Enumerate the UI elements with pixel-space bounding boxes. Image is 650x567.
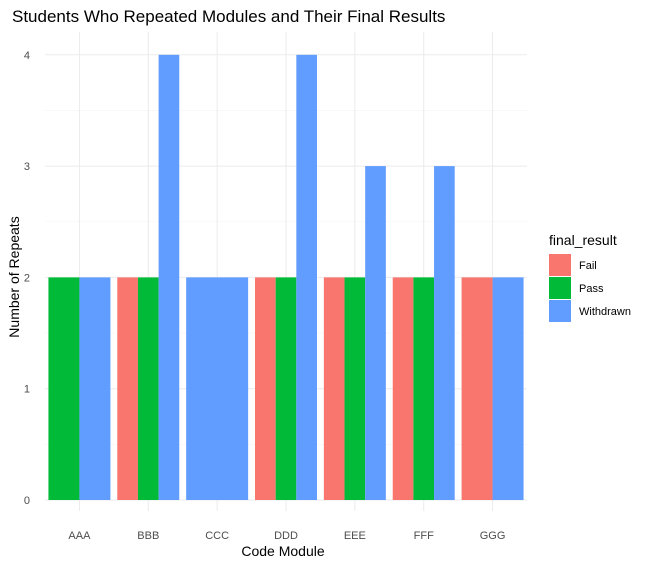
bar-FFF-pass	[413, 277, 435, 500]
bar-FFF-withdrawn	[434, 166, 455, 500]
bar-DDD-withdrawn	[296, 54, 317, 501]
bar-BBB-pass	[137, 277, 159, 500]
legend-items: Fail Pass Withdrawn	[549, 254, 631, 322]
bar-EEE-withdrawn	[365, 166, 386, 500]
bar-GGG-fail	[461, 277, 493, 500]
bar-EEE-fail	[323, 277, 345, 500]
legend: final_result Fail Pass Withdrawn	[549, 232, 631, 322]
legend-label-withdrawn: Withdrawn	[579, 306, 631, 318]
bars	[48, 54, 524, 501]
y-tick-label: 1	[24, 384, 30, 396]
x-axis-title: Code Module	[241, 543, 324, 559]
legend-label-fail: Fail	[579, 260, 597, 272]
y-tick-label: 3	[24, 161, 30, 173]
x-tick-label: FFF	[414, 530, 434, 542]
bar-BBB-fail	[117, 277, 138, 500]
bar-FFF-fail	[392, 277, 414, 500]
bar-DDD-pass	[275, 277, 297, 500]
x-tick-label: DDD	[274, 530, 298, 542]
y-tick-label: 2	[24, 272, 30, 284]
legend-label-pass: Pass	[579, 283, 604, 295]
bar-BBB-withdrawn	[158, 54, 180, 501]
x-tick-label: BBB	[137, 530, 159, 542]
y-tick-label: 4	[24, 50, 30, 62]
y-axis-title: Number of Repeats	[6, 216, 22, 337]
legend-key-withdrawn	[549, 300, 571, 322]
bar-AAA-pass	[48, 277, 80, 500]
x-tick-label: EEE	[344, 530, 366, 542]
bar-CCC-withdrawn	[186, 277, 249, 500]
x-tick-label: CCC	[205, 530, 229, 542]
chart-title: Students Who Repeated Modules and Their …	[12, 7, 445, 26]
y-axis-ticks: 0 1 2 3 4	[24, 50, 30, 507]
x-axis-ticks: AAA BBB CCC DDD EEE FFF GGG	[68, 530, 505, 542]
x-tick-label: AAA	[68, 530, 91, 542]
bar-GGG-withdrawn	[492, 277, 524, 500]
bar-DDD-fail	[255, 277, 276, 500]
y-tick-label: 0	[24, 495, 30, 507]
legend-title: final_result	[549, 232, 617, 248]
bar-EEE-pass	[344, 277, 366, 500]
x-tick-label: GGG	[480, 530, 506, 542]
bar-AAA-withdrawn	[79, 277, 111, 500]
legend-key-pass	[549, 277, 571, 299]
legend-key-fail	[549, 254, 571, 276]
